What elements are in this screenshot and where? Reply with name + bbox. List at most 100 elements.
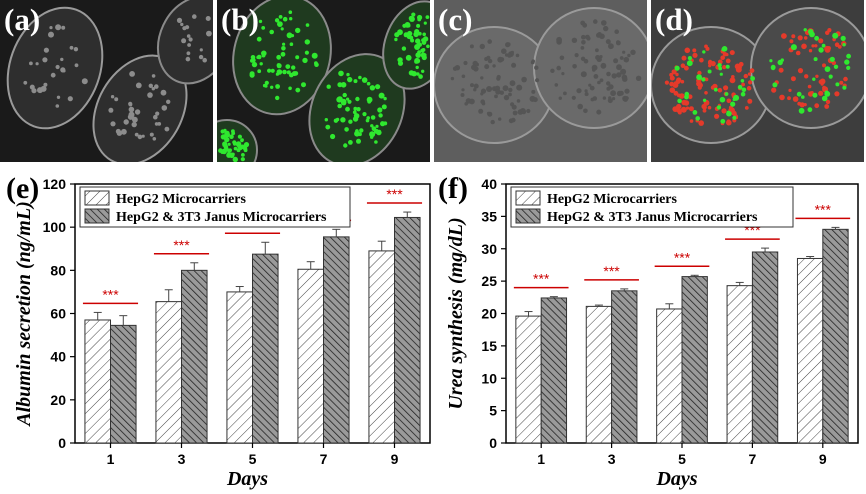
cell-dot bbox=[116, 130, 123, 136]
green-cell bbox=[411, 12, 416, 17]
bar bbox=[394, 216, 421, 444]
green-cell bbox=[414, 29, 420, 35]
cell-texture bbox=[473, 88, 477, 92]
cell-texture bbox=[486, 55, 491, 60]
cell-texture bbox=[507, 53, 512, 58]
cell-texture bbox=[531, 59, 535, 63]
green-cell bbox=[417, 50, 421, 54]
cell-dot bbox=[55, 104, 60, 108]
red-cell bbox=[778, 67, 784, 73]
red-cell bbox=[699, 57, 704, 63]
green-cell bbox=[380, 121, 386, 127]
red-cell bbox=[681, 55, 687, 61]
cell-dot bbox=[148, 83, 153, 89]
cell-texture bbox=[596, 109, 602, 115]
green-cell bbox=[687, 56, 692, 61]
green-cell bbox=[286, 70, 291, 75]
red-cell bbox=[748, 80, 753, 85]
panel-label-a: (a) bbox=[4, 2, 41, 37]
red-cell bbox=[664, 80, 669, 85]
green-cell bbox=[370, 115, 376, 120]
green-cell bbox=[807, 107, 813, 113]
green-cell bbox=[696, 74, 702, 81]
x-tick-label: 1 bbox=[537, 451, 545, 467]
green-cell bbox=[684, 94, 689, 100]
cell-texture bbox=[495, 89, 501, 95]
green-cell bbox=[353, 106, 358, 111]
cell-texture bbox=[616, 40, 621, 46]
cell-dot bbox=[137, 134, 143, 140]
green-cell bbox=[725, 64, 730, 69]
green-cell bbox=[716, 105, 722, 110]
cell-texture bbox=[534, 65, 539, 70]
microscopy-image-a: (a) bbox=[0, 0, 213, 162]
cell-dot bbox=[147, 92, 153, 98]
bar bbox=[656, 308, 683, 444]
green-cell bbox=[828, 74, 833, 79]
red-cell bbox=[731, 110, 736, 116]
green-cell bbox=[359, 128, 364, 133]
cell-texture bbox=[614, 29, 619, 34]
green-cell bbox=[289, 17, 293, 21]
green-cell bbox=[267, 68, 272, 73]
green-cell bbox=[733, 94, 740, 101]
red-cell bbox=[797, 35, 803, 41]
green-cell bbox=[358, 75, 362, 80]
cell-texture bbox=[595, 55, 601, 60]
green-cell bbox=[842, 43, 846, 47]
green-cell bbox=[840, 35, 846, 42]
red-cell bbox=[729, 50, 735, 56]
cell-dot bbox=[185, 56, 191, 62]
cell-texture bbox=[554, 83, 559, 87]
green-cell bbox=[796, 91, 802, 97]
green-cell bbox=[240, 157, 245, 162]
green-cell bbox=[264, 80, 269, 85]
green-cell bbox=[223, 144, 229, 150]
x-tick-label: 7 bbox=[749, 451, 757, 467]
bar bbox=[611, 290, 638, 444]
red-cell bbox=[704, 91, 708, 95]
red-cell bbox=[839, 80, 844, 85]
cell-texture bbox=[619, 56, 624, 60]
green-cell bbox=[717, 62, 722, 68]
bar bbox=[822, 228, 849, 444]
microcarrier-shapes-b bbox=[217, 0, 430, 162]
bar bbox=[323, 236, 350, 444]
red-cell bbox=[671, 69, 677, 75]
microscopy-image-b: (b) bbox=[217, 0, 430, 162]
red-cell bbox=[707, 61, 712, 65]
green-cell bbox=[235, 141, 242, 147]
bar bbox=[84, 319, 112, 444]
green-cell bbox=[270, 85, 274, 90]
y-tick-label: 15 bbox=[481, 338, 497, 354]
cell-texture bbox=[508, 92, 512, 97]
green-cell bbox=[261, 53, 266, 58]
green-cell bbox=[824, 66, 831, 72]
green-cell bbox=[280, 27, 284, 31]
cell-texture bbox=[608, 43, 614, 50]
green-cell bbox=[223, 128, 227, 132]
green-cell bbox=[369, 85, 376, 91]
red-cell bbox=[825, 99, 831, 105]
cell-texture bbox=[620, 68, 627, 75]
cell-dot bbox=[55, 24, 62, 31]
green-cell bbox=[237, 134, 242, 139]
green-cell bbox=[227, 142, 231, 146]
green-cell bbox=[770, 65, 776, 71]
green-cell bbox=[701, 77, 706, 82]
cell-texture bbox=[588, 83, 592, 87]
green-cell bbox=[371, 126, 377, 131]
green-cell bbox=[418, 74, 423, 79]
red-cell bbox=[747, 72, 752, 76]
green-cell bbox=[366, 96, 373, 103]
red-cell bbox=[843, 76, 848, 82]
red-cell bbox=[698, 120, 704, 126]
green-cell bbox=[251, 61, 258, 68]
green-cell bbox=[276, 69, 283, 75]
green-cell bbox=[423, 21, 427, 25]
green-cell bbox=[835, 82, 840, 87]
green-cell bbox=[721, 47, 726, 52]
cell-texture bbox=[521, 76, 527, 83]
cell-dot bbox=[134, 132, 139, 137]
y-tick-label: 0 bbox=[58, 435, 66, 451]
